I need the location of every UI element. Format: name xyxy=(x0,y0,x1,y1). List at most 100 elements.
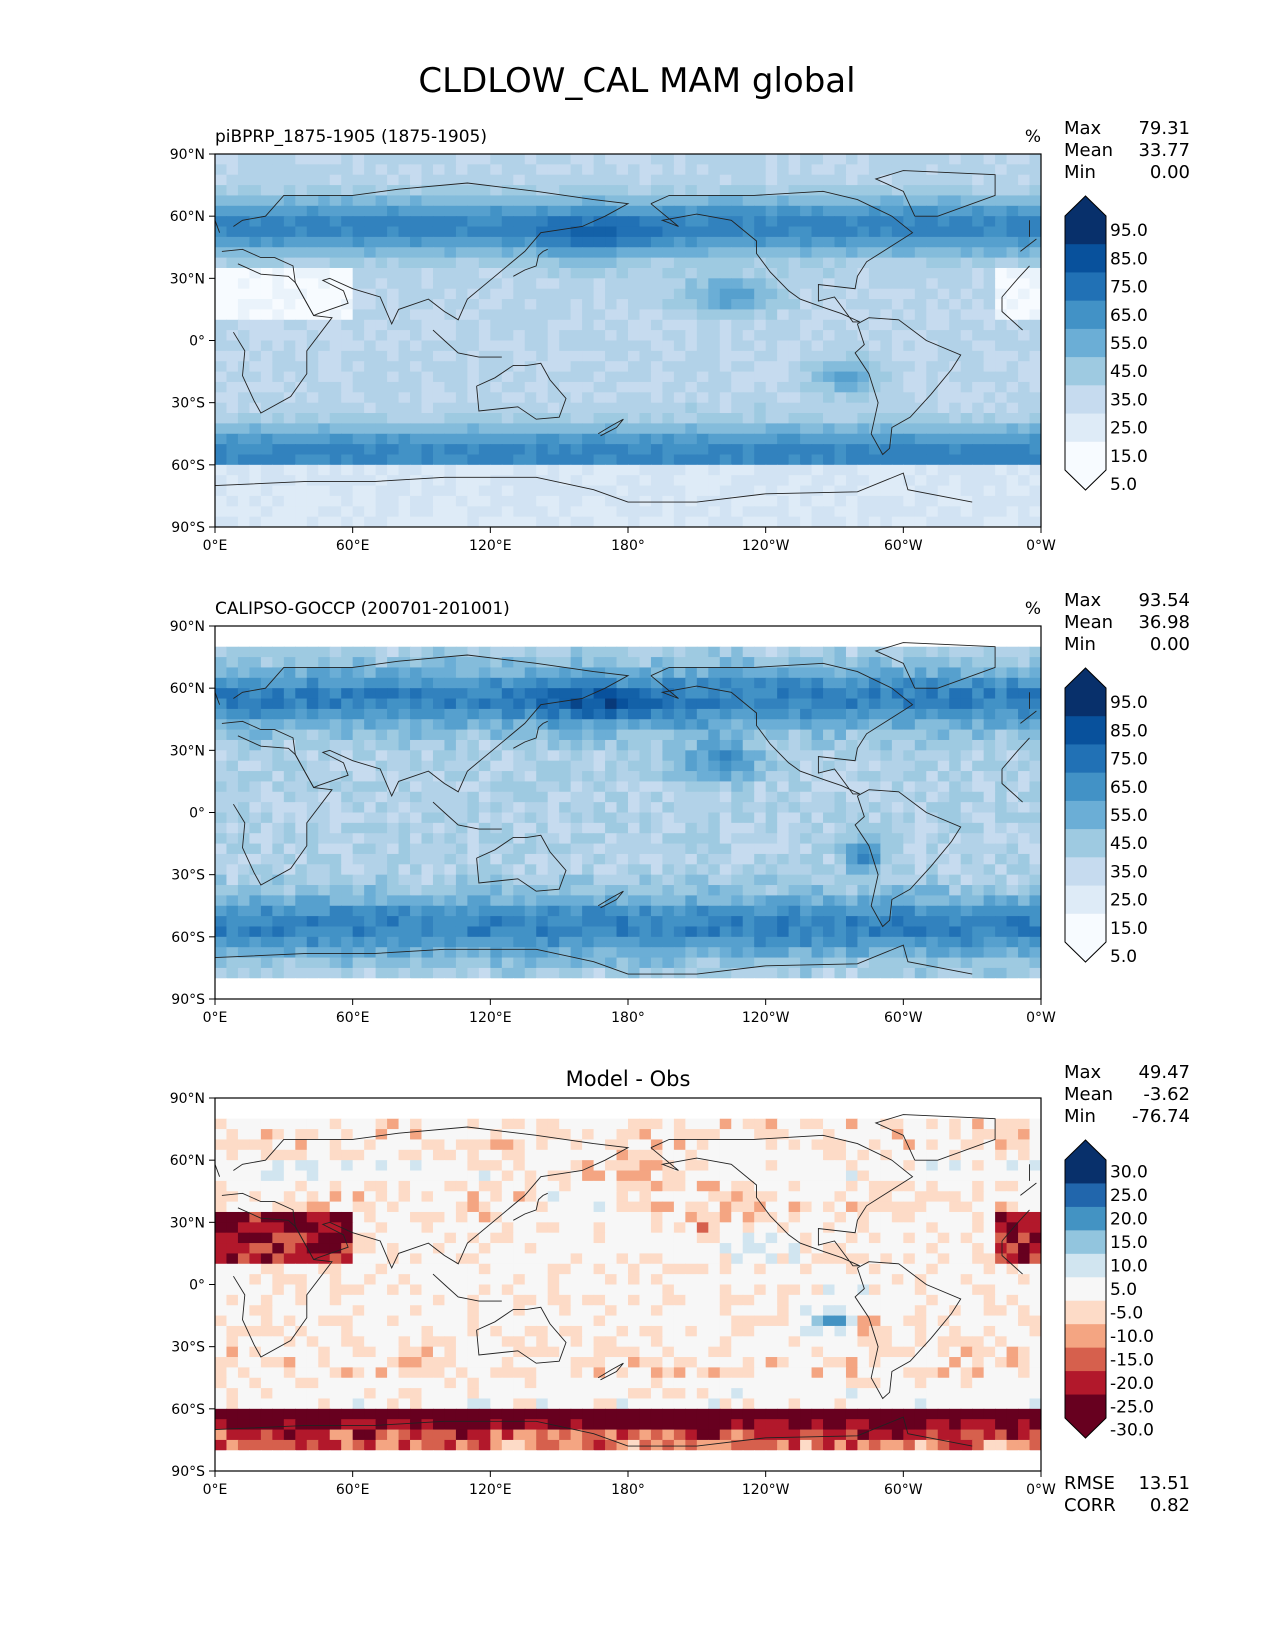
field-cell xyxy=(547,216,560,228)
field-cell xyxy=(444,350,457,362)
field-cell xyxy=(662,485,675,497)
field-cell xyxy=(559,833,572,845)
field-cell xyxy=(628,444,641,456)
field-cell xyxy=(1006,495,1019,507)
field-cell xyxy=(880,475,893,487)
field-cell xyxy=(731,485,744,497)
field-cell xyxy=(444,454,457,466)
field-cell xyxy=(708,791,721,803)
field-cell xyxy=(937,657,950,669)
field-cell xyxy=(352,626,365,637)
field-cell xyxy=(444,864,457,876)
field-cell xyxy=(673,350,686,362)
field-cell xyxy=(318,802,331,814)
field-cell xyxy=(662,299,675,311)
field-cell xyxy=(800,947,813,959)
field-cell xyxy=(570,278,583,290)
field-cell xyxy=(788,947,801,959)
field-cell xyxy=(467,371,480,383)
field-cell xyxy=(226,957,239,969)
field-cell xyxy=(283,247,296,259)
field-cell xyxy=(249,936,262,948)
field-cell xyxy=(226,164,239,176)
field-cell xyxy=(490,299,503,311)
field-cell xyxy=(593,340,606,352)
field-cell xyxy=(616,853,629,865)
field-cell xyxy=(318,164,331,176)
field-cell xyxy=(1018,947,1031,959)
field-cell xyxy=(226,392,239,404)
field-cell xyxy=(283,381,296,393)
field-cell xyxy=(903,299,916,311)
field-cell xyxy=(731,771,744,783)
field-cell xyxy=(432,626,446,637)
field-cell xyxy=(490,781,503,793)
field-cell xyxy=(673,636,686,648)
field-cell xyxy=(352,636,365,648)
field-cell xyxy=(800,236,813,248)
field-cell xyxy=(329,781,342,793)
field-cell xyxy=(536,309,549,321)
field-cell xyxy=(226,667,239,679)
field-cell xyxy=(605,464,618,476)
field-cell xyxy=(719,454,732,466)
field-cell xyxy=(237,885,251,896)
field-cell xyxy=(788,464,801,476)
field-cell xyxy=(1018,278,1031,290)
field-cell xyxy=(237,812,251,824)
field-cell xyxy=(375,402,388,414)
field-cell xyxy=(742,423,755,435)
field-cell xyxy=(673,802,686,814)
field-cell xyxy=(582,506,595,518)
field-cell xyxy=(995,626,1008,637)
field-cell xyxy=(536,226,549,238)
field-cell xyxy=(467,299,480,311)
field-cell xyxy=(788,226,801,238)
field-cell xyxy=(318,247,331,259)
field-cell xyxy=(375,495,388,507)
field-cell xyxy=(593,236,606,248)
field-cell xyxy=(972,739,985,751)
field-cell xyxy=(673,475,686,487)
field-cell xyxy=(455,843,468,855)
field-cell xyxy=(432,812,446,824)
field-cell xyxy=(410,667,423,679)
field-cell xyxy=(249,350,262,362)
field-cell xyxy=(868,267,881,279)
field-cell xyxy=(237,895,251,907)
field-cell xyxy=(547,708,560,720)
field-cell xyxy=(215,154,228,165)
field-cell xyxy=(364,164,377,176)
field-cell xyxy=(352,319,365,331)
field-cell xyxy=(387,916,400,928)
field-cell xyxy=(708,154,721,165)
field-cell xyxy=(605,506,618,518)
field-cell xyxy=(249,267,262,279)
field-cell xyxy=(696,812,709,824)
field-cell xyxy=(467,205,480,217)
field-cell xyxy=(375,626,388,637)
field-cell xyxy=(1018,154,1031,165)
field-cell xyxy=(421,760,434,772)
field-cell xyxy=(559,185,572,197)
field-cell xyxy=(501,936,514,948)
field-cell xyxy=(570,843,583,855)
field-cell xyxy=(490,916,503,928)
field-cell xyxy=(903,843,916,855)
field-cell xyxy=(719,340,732,352)
field-cell xyxy=(914,413,927,424)
field-cell xyxy=(673,516,686,527)
field-cell xyxy=(306,267,319,279)
field-cell xyxy=(352,433,365,445)
field-cell xyxy=(398,791,411,803)
field-cell xyxy=(1006,288,1019,300)
field-cell xyxy=(547,936,560,948)
field-cell xyxy=(421,392,434,404)
field-cell xyxy=(237,802,251,814)
field-cell xyxy=(341,278,354,290)
field-cell xyxy=(754,185,767,197)
field-cell xyxy=(375,340,388,352)
field-cell xyxy=(295,164,308,176)
field-cell xyxy=(731,885,744,896)
field-cell xyxy=(1029,667,1041,679)
